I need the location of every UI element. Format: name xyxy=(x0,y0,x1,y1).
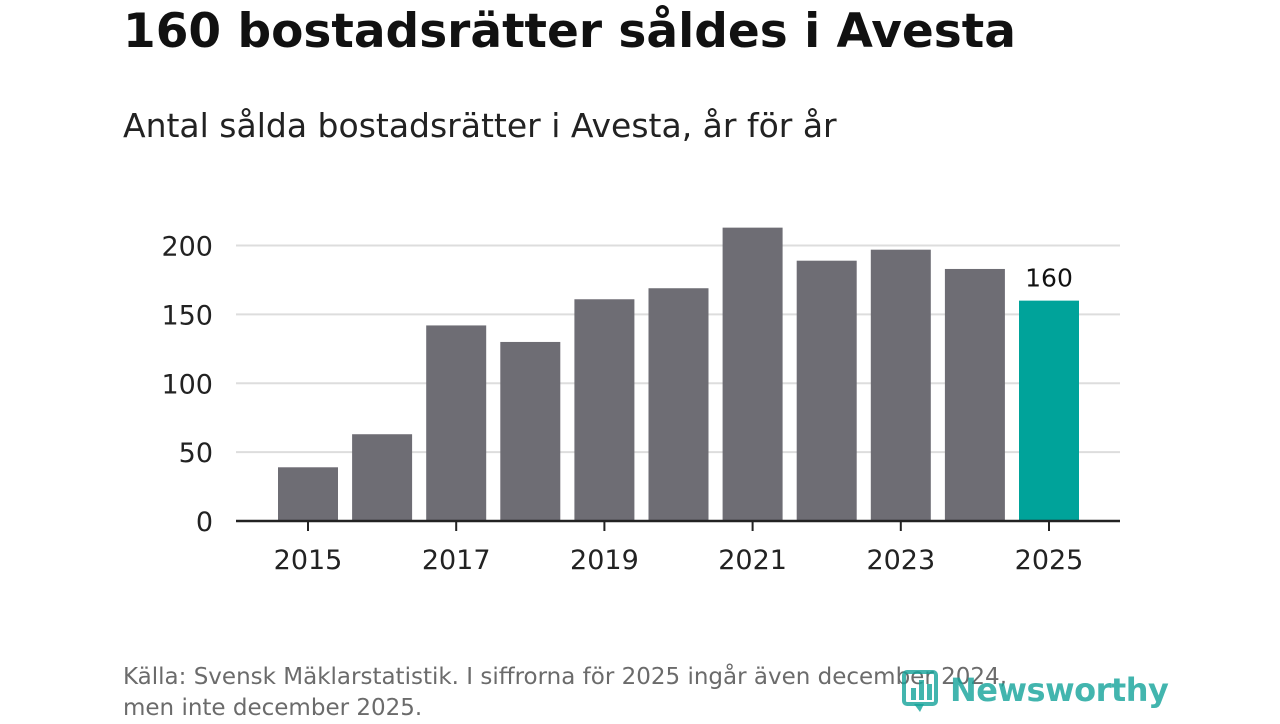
y-tick-label: 150 xyxy=(161,300,213,331)
newsworthy-logo: Newsworthy xyxy=(900,668,1169,712)
data-labels: 160 xyxy=(1025,264,1073,293)
bar-2018 xyxy=(500,341,561,521)
y-tick-label: 50 xyxy=(179,438,213,469)
chart-title: 160 bostadsrätter såldes i Avesta xyxy=(123,4,1016,59)
source-note: Källa: Svensk Mäklarstatistik. I siffror… xyxy=(123,662,1123,724)
y-tick-label: 0 xyxy=(196,507,213,538)
bar-2021 xyxy=(722,227,783,521)
bar-chart: 160 0 50 100 150 200 2015 2017 2019 2021 2023 2025 xyxy=(161,227,1120,576)
x-tick-label: 2023 xyxy=(866,545,935,576)
x-tick-label: 2025 xyxy=(1015,545,1084,576)
x-tick-label: 2015 xyxy=(274,545,343,576)
x-tick-label: 2017 xyxy=(422,545,491,576)
bar-2024 xyxy=(944,268,1005,521)
bar-2015 xyxy=(278,467,338,521)
bar-2020 xyxy=(648,288,709,521)
source-line-2: men inte december 2025. xyxy=(123,695,423,721)
bar-2025 xyxy=(1019,300,1079,521)
axes: 0 50 100 150 200 2015 2017 2019 2021 2023 2025 xyxy=(161,232,1120,576)
x-tick-label: 2019 xyxy=(570,545,639,576)
logo-text: Newsworthy xyxy=(950,671,1169,709)
newsworthy-logo-icon xyxy=(902,670,938,712)
bars xyxy=(278,227,1079,521)
bar-2017 xyxy=(426,325,487,521)
x-tick-label: 2021 xyxy=(718,545,787,576)
chart-subtitle: Antal sålda bostadsrätter i Avesta, år f… xyxy=(123,106,837,145)
data-label: 160 xyxy=(1025,264,1073,293)
bar-2019 xyxy=(574,299,635,521)
y-tick-label: 100 xyxy=(161,369,213,400)
y-tick-label: 200 xyxy=(161,232,213,263)
bar-2016 xyxy=(352,434,413,521)
bar-2022 xyxy=(796,260,857,521)
source-line-1: Källa: Svensk Mäklarstatistik. I siffror… xyxy=(123,664,1007,690)
bar-2023 xyxy=(870,249,931,521)
